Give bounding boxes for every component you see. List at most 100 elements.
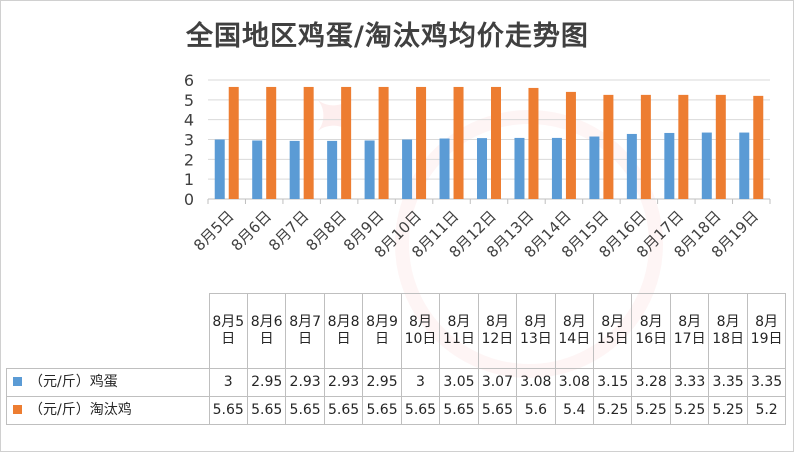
y-tick-label: 5 [184,91,194,110]
table-row: （元/斤）鸡蛋 3 2.95 2.93 2.93 2.95 3 3.05 3.07 3.08 3.0… [6,367,787,397]
table-cell: 3.05 [439,367,479,397]
table-cell: 3.28 [631,367,671,397]
table-cell: 5.25 [631,395,671,425]
table-header-cell: 8月17日 [669,293,710,369]
table-header-cell: 8月8日 [323,293,364,369]
egg-bar [589,136,600,199]
egg-bar [289,140,300,199]
table-cell: 2.95 [362,367,402,397]
egg-bar [439,138,450,199]
x-axis-ticks: 8月5日8月6日8月7日8月8日8月9日8月10日8月11日8月12日8月13日… [190,207,762,261]
culled-hen-bar [378,86,389,199]
y-tick-label: 3 [184,131,194,150]
table-header-cell: 8月14日 [554,293,595,369]
table-header-cell: 8月12日 [477,293,518,369]
legend-swatch [13,376,22,386]
table-cell: 5.2 [746,395,787,425]
culled-hen-bar [453,86,464,199]
culled-hen-bar [303,86,314,199]
table-header-row: 8月5日 8月6日 8月7日 8月8日 8月9日 8月10日 8月11日 8月12日 8月13日… [6,293,787,369]
egg-bar [214,139,225,199]
culled-hen-bar [753,95,764,199]
culled-hen-bar [565,91,576,199]
x-tick-label: 8月7日 [265,207,312,254]
table-cell: 5.65 [439,395,479,425]
data-table: 8月5日 8月6日 8月7日 8月8日 8月9日 8月10日 8月11日 8月12日 8月13日… [6,293,787,425]
table-cell: 5.25 [593,395,633,425]
legend-label: （元/斤）淘汰鸡 [29,401,132,418]
table-header-cell: 8月9日 [362,293,402,369]
table-header-cell: 8月19日 [746,293,787,369]
egg-bar [514,137,525,199]
culled-hen-bar [416,86,427,199]
table-cell: 3.33 [669,367,710,397]
x-tick-label: 8月8日 [303,207,350,254]
culled-hen-bar [640,94,651,199]
culled-hen-bar [678,94,689,199]
table-cell: 3.35 [708,367,748,397]
bars [214,86,764,199]
table-cell: 3.15 [593,367,633,397]
egg-bar [402,139,413,199]
table-header-cell: 8月10日 [400,293,441,369]
table-cell: 3.08 [516,367,556,397]
egg-bar [739,132,750,199]
table-cell: 5.65 [400,395,441,425]
x-tick-label: 8月5日 [190,207,237,254]
table-cell: 5.65 [246,395,287,425]
table-cell: 3 [400,367,441,397]
egg-bar [477,138,487,199]
table-cell: 5.65 [285,395,325,425]
table-row: （元/斤）淘汰鸡 5.65 5.65 5.65 5.65 5.65 5.65 5.65 5.65… [6,395,787,425]
y-tick-label: 1 [184,170,194,189]
culled-hen-bar [491,86,501,199]
table-cell: 3.35 [746,367,787,397]
table-cell: 2.93 [323,367,364,397]
table-cell: 3.08 [554,367,595,397]
table-header-cell: 8月7日 [285,293,325,369]
egg-bar [551,137,562,199]
table-header-cell: 8月13日 [516,293,556,369]
legend-cell: （元/斤）淘汰鸡 [6,395,210,425]
table-cell: 3 [208,367,248,397]
egg-bar [701,132,712,199]
table-cell: 5.65 [362,395,402,425]
table-cell: 5.65 [323,395,364,425]
y-tick-label: 2 [184,150,194,169]
y-tick-label: 0 [184,190,194,209]
table-cell: 5.65 [208,395,248,425]
culled-hen-bar [341,86,352,199]
legend-cell: （元/斤）鸡蛋 [6,367,210,397]
culled-hen-bar [528,87,539,199]
x-tick-label: 8月6日 [228,207,275,254]
table-header-cell: 8月16日 [631,293,671,369]
table-header-cell: 8月5日 [208,293,248,369]
culled-hen-bar [228,86,239,199]
table-corner [6,293,210,369]
table-cell: 5.6 [516,395,556,425]
table-cell: 5.65 [477,395,518,425]
table-cell: 2.93 [285,367,325,397]
table-header-cell: 8月11日 [439,293,479,369]
y-tick-label: 4 [184,111,194,130]
gridlines [207,79,771,204]
legend-label: （元/斤）鸡蛋 [29,373,118,390]
table-cell: 5.4 [554,395,595,425]
chart-title: 全国地区鸡蛋/淘汰鸡均价走势图 [186,21,589,52]
culled-hen-bar [603,94,614,199]
table-cell: 3.07 [477,367,518,397]
table-header-cell: 8月6日 [246,293,287,369]
egg-bar [364,140,375,199]
table-header-cell: 8月15日 [593,293,633,369]
egg-bar [252,140,263,199]
culled-hen-bar [715,94,726,199]
table-cell: 5.25 [708,395,748,425]
table-cell: 2.95 [246,367,287,397]
culled-hen-bar [266,86,277,199]
table-header-cell: 8月18日 [708,293,748,369]
egg-bar [327,140,338,199]
egg-bar [626,133,637,199]
legend-swatch [13,404,22,414]
